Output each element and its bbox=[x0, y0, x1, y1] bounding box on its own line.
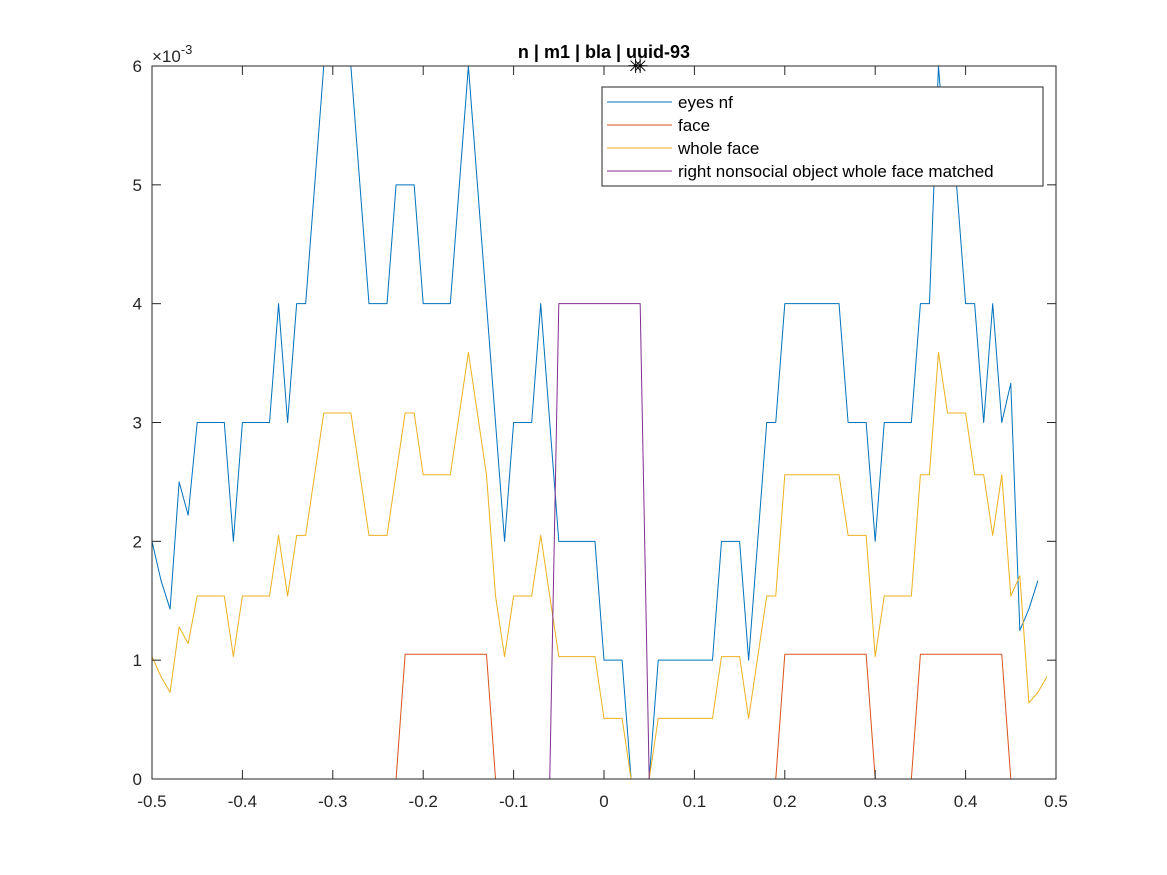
x-tick-label: 0.4 bbox=[954, 792, 978, 811]
y-tick-label: 1 bbox=[133, 651, 142, 670]
significance-marker: ✳ bbox=[627, 56, 644, 78]
legend-label: whole face bbox=[677, 139, 759, 158]
y-axis-exponent-base: ×10 bbox=[152, 47, 181, 66]
x-tick-label: 0.5 bbox=[1044, 792, 1068, 811]
y-tick-label: 0 bbox=[133, 770, 142, 789]
x-tick-label: -0.1 bbox=[499, 792, 528, 811]
legend-label: eyes nf bbox=[678, 93, 733, 112]
x-tick-label: 0.1 bbox=[683, 792, 707, 811]
y-axis-ticks: 0 1 2 3 4 5 6 bbox=[133, 57, 1056, 789]
series-line-2 bbox=[152, 653, 1047, 780]
x-tick-label: -0.3 bbox=[318, 792, 347, 811]
legend: eyes nf face whole face right nonsocial obj… bbox=[601, 86, 1044, 187]
markers: ✳✳ bbox=[627, 56, 648, 78]
y-tick-label: 5 bbox=[133, 176, 142, 195]
y-tick-label: 2 bbox=[133, 532, 142, 551]
legend-box bbox=[601, 86, 1044, 187]
svg-text:×10-3: ×10-3 bbox=[152, 42, 192, 66]
y-tick-label: 4 bbox=[133, 295, 142, 314]
y-tick-label: 3 bbox=[133, 414, 142, 433]
x-tick-label: -0.5 bbox=[137, 792, 166, 811]
x-tick-label: 0 bbox=[599, 792, 608, 811]
legend-label: right nonsocial object whole face matche… bbox=[678, 162, 994, 181]
y-axis-exponent: ×10-3 bbox=[152, 42, 192, 66]
x-tick-label: -0.4 bbox=[228, 792, 257, 811]
significance-marker: ✳ bbox=[632, 56, 649, 78]
y-axis-exponent-power: -3 bbox=[181, 42, 193, 57]
x-tick-label: -0.2 bbox=[409, 792, 438, 811]
series-line-3 bbox=[151, 351, 1048, 780]
legend-label: face bbox=[678, 116, 710, 135]
plot-axes: -0.5 -0.4 -0.3 -0.2 -0.1 0 0.1 0.2 0.3 0.4 0.5 0 1 2… bbox=[133, 57, 1068, 811]
x-axis-ticks: -0.5 -0.4 -0.3 -0.2 -0.1 0 0.1 0.2 0.3 0.4 0.5 bbox=[137, 66, 1068, 811]
chart-title: n | m1 | bla | uuid-93 bbox=[518, 42, 690, 62]
x-tick-label: 0.3 bbox=[863, 792, 887, 811]
x-tick-label: 0.2 bbox=[773, 792, 797, 811]
y-tick-label: 6 bbox=[133, 57, 142, 76]
